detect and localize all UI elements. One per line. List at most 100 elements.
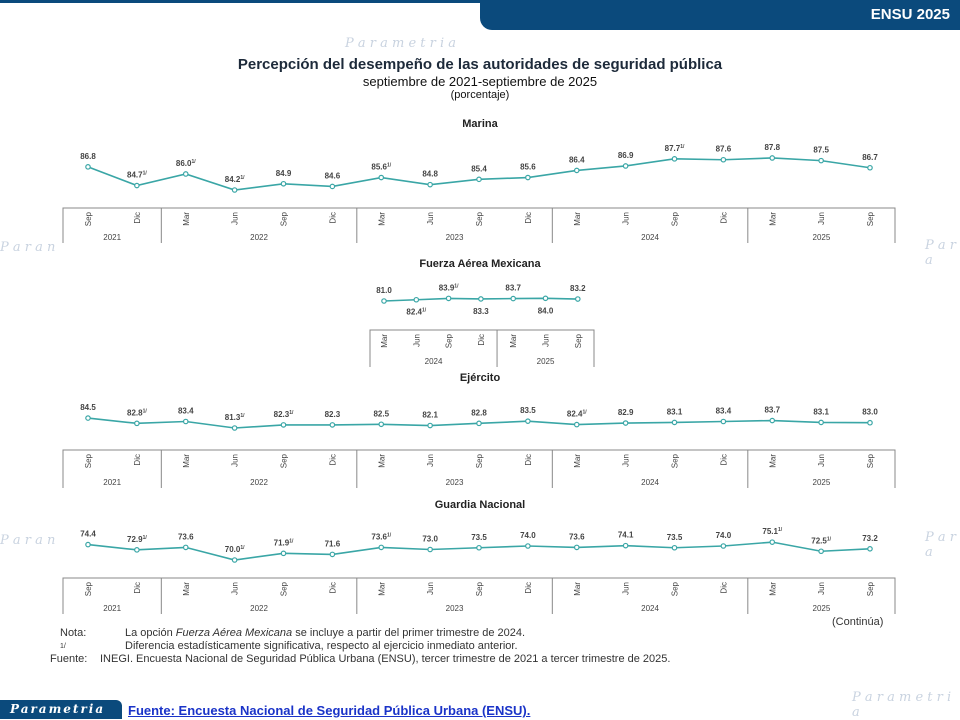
year-label: 2025 — [537, 357, 555, 366]
month-label: Sep — [671, 211, 680, 226]
data-point — [329, 551, 336, 558]
data-label: 72.51/ — [811, 536, 831, 545]
year-label: 2024 — [641, 478, 659, 487]
data-label: 84.8 — [422, 170, 438, 179]
data-label: 74.0 — [520, 531, 536, 540]
month-label: Mar — [377, 454, 386, 468]
month-label: Dic — [524, 212, 533, 224]
panel-title-guardia-nacional: Guardia Nacional — [434, 499, 526, 511]
year-label: 2025 — [813, 233, 831, 242]
data-label: 84.9 — [276, 169, 292, 178]
header-banner: ENSU 2025 — [480, 0, 960, 30]
data-label: 83.91/ — [439, 283, 459, 292]
month-label: Dic — [328, 454, 337, 466]
panel-title-fuerza-aerea: Fuerza Aérea Mexicana — [419, 258, 541, 270]
data-point — [525, 174, 531, 181]
data-label: 83.1 — [667, 407, 683, 416]
data-point — [280, 180, 287, 187]
data-label: 82.1 — [422, 411, 438, 420]
axis-box — [62, 577, 896, 614]
month-label: Jun — [622, 582, 631, 595]
data-label: 83.0 — [862, 408, 878, 417]
month-label: Sep — [84, 211, 93, 226]
significance-marker: 1/ — [240, 413, 245, 419]
data-point — [85, 541, 91, 548]
year-label: 2021 — [103, 604, 121, 613]
month-label: Dic — [524, 582, 533, 594]
data-point — [182, 544, 189, 551]
month-label: Sep — [866, 211, 875, 226]
continua-label: (Continúa) — [832, 616, 884, 628]
significance-marker: 1/ — [289, 538, 294, 544]
source-link[interactable]: Fuente: Encuesta Nacional de Seguridad P… — [128, 703, 531, 718]
data-label: 82.41/ — [406, 308, 426, 317]
year-label: 2021 — [103, 478, 121, 487]
data-label: 87.5 — [813, 146, 829, 155]
data-point — [329, 422, 336, 428]
month-label: Jun — [817, 212, 826, 225]
data-label: 71.91/ — [274, 538, 294, 547]
data-label: 81.0 — [376, 286, 392, 295]
data-point — [510, 295, 517, 302]
data-point — [427, 546, 433, 553]
month-label: Mar — [573, 212, 582, 226]
data-point — [378, 544, 385, 551]
data-label: 74.4 — [80, 530, 96, 539]
data-label: 85.61/ — [371, 163, 391, 172]
data-label: 73.6 — [569, 532, 585, 541]
data-label: 84.71/ — [127, 171, 147, 180]
sig-label: 1/ — [60, 643, 66, 650]
month-label: Sep — [671, 581, 680, 596]
data-label: 84.0 — [538, 306, 554, 315]
nota-text-end: se incluye a partir del primer trimestre… — [292, 627, 526, 639]
month-label: Sep — [280, 211, 289, 226]
month-label: Sep — [84, 453, 93, 468]
data-label: 73.2 — [862, 534, 878, 543]
month-label: Sep — [574, 333, 583, 348]
significance-marker: 1/ — [827, 536, 832, 542]
data-label: 85.6 — [520, 163, 536, 172]
year-label: 2022 — [250, 604, 268, 613]
data-label: 74.1 — [618, 531, 634, 540]
data-point — [182, 171, 189, 177]
year-label: 2022 — [250, 233, 268, 242]
data-label: 71.6 — [325, 539, 341, 548]
month-label: Jun — [231, 212, 240, 225]
data-label: 87.6 — [716, 145, 732, 154]
significance-marker: 1/ — [240, 175, 245, 181]
month-label: Jun — [426, 212, 435, 225]
data-label: 83.4 — [716, 406, 732, 415]
data-label: 84.6 — [325, 171, 341, 180]
data-point — [573, 167, 580, 174]
data-label: 83.2 — [570, 284, 586, 293]
data-point — [280, 550, 287, 557]
data-point — [525, 418, 531, 424]
fuente-text: INEGI. Encuesta Nacional de Seguridad Pú… — [100, 653, 671, 665]
data-point — [476, 544, 482, 551]
data-point — [445, 295, 452, 302]
month-label: Sep — [84, 581, 93, 596]
year-label: 2024 — [641, 233, 659, 242]
data-point — [818, 157, 824, 164]
data-label: 73.0 — [422, 535, 438, 544]
data-point — [134, 182, 140, 189]
data-label: 82.41/ — [567, 410, 587, 419]
data-label: 86.01/ — [176, 159, 196, 168]
data-point — [542, 295, 549, 302]
axis-box — [62, 207, 896, 243]
significance-marker: 1/ — [387, 163, 392, 169]
data-point — [381, 298, 387, 304]
data-label: 87.71/ — [665, 144, 685, 153]
month-label: Mar — [377, 582, 386, 596]
data-point — [85, 415, 91, 421]
data-label: 83.4 — [178, 406, 194, 415]
month-label: Jun — [231, 582, 240, 595]
month-label: Sep — [475, 581, 484, 596]
month-label: Jun — [542, 334, 551, 347]
data-label: 83.7 — [764, 406, 780, 415]
month-label: Dic — [133, 582, 142, 594]
month-label: Jun — [622, 454, 631, 467]
data-point — [867, 545, 873, 552]
month-label: Mar — [573, 582, 582, 596]
month-label: Dic — [328, 212, 337, 224]
